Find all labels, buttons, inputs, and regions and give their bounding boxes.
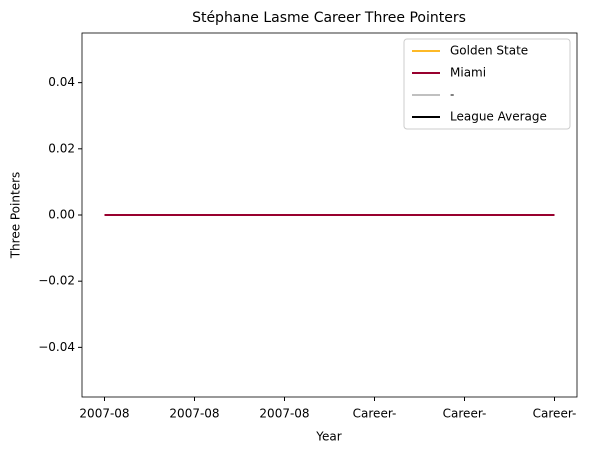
y-tick-label: −0.02 [38, 274, 75, 288]
x-tick-label: Career- [443, 407, 487, 421]
x-tick-label: Career- [533, 407, 577, 421]
legend-label: Golden State [450, 44, 528, 58]
legend-label: - [450, 88, 454, 102]
chart-title: Stéphane Lasme Career Three Pointers [192, 10, 466, 26]
x-tick-label: 2007-08 [79, 407, 129, 421]
y-axis-label: Three Pointers [9, 172, 23, 260]
plot-frame [81, 32, 578, 398]
x-axis-label: Year [315, 430, 341, 444]
x-tick-label: Career- [353, 407, 397, 421]
x-tick-label: 2007-08 [259, 407, 309, 421]
y-tick-label: −0.04 [38, 340, 75, 354]
legend-label: Miami [450, 66, 486, 80]
y-tick-label: 0.02 [48, 141, 75, 155]
y-tick-label: 0.00 [48, 208, 75, 222]
legend-box [403, 38, 571, 130]
legend-label: League Average [450, 110, 547, 124]
y-tick-label: 0.04 [48, 75, 75, 89]
x-tick-label: 2007-08 [169, 407, 219, 421]
